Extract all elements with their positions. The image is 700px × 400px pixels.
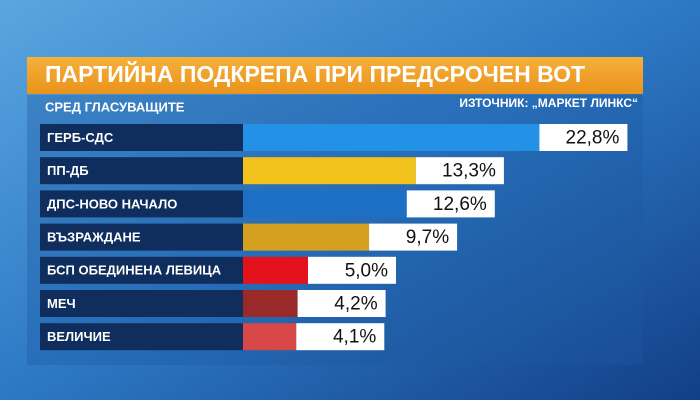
bar: [243, 223, 370, 251]
value-label: 12,6%: [433, 194, 487, 215]
category-box: [40, 290, 243, 317]
category-label: ВЕЛИЧИЕ: [47, 329, 111, 344]
category-box: [40, 190, 243, 218]
category-box: [40, 323, 243, 351]
value-label: 4,2%: [334, 294, 377, 315]
value-label: 9,7%: [406, 227, 449, 248]
bar: [243, 323, 297, 351]
category-label: МЕЧ: [47, 296, 76, 311]
bar: [243, 190, 407, 218]
category-label: ВЪЗРАЖДАНЕ: [47, 230, 141, 245]
value-box: [296, 323, 385, 351]
value-box: [369, 223, 458, 251]
bar: [243, 290, 298, 317]
bar: [243, 256, 308, 284]
value-label: 13,3%: [442, 161, 496, 182]
chart-title: ПАРТИЙНА ПОДКРЕПА ПРИ ПРЕДСРОЧЕН ВОТ: [45, 60, 585, 87]
subtitle: СРЕД ГЛАСУВАЩИТЕ: [45, 99, 185, 114]
value-label: 4,1%: [333, 327, 376, 348]
category-label: ДПС-НОВО НАЧАЛО: [47, 196, 177, 211]
category-box: [40, 256, 243, 284]
source: ИЗТОЧНИК: „МАРКЕТ ЛИНКС“: [459, 96, 638, 110]
bar: [243, 124, 540, 151]
title-banner: [27, 57, 643, 94]
bar: [243, 157, 416, 185]
value-label: 22,8%: [566, 128, 620, 149]
category-box: [40, 223, 243, 251]
value-box: [406, 190, 495, 218]
category-label: ПП-ДБ: [47, 163, 89, 178]
category-box: [40, 124, 243, 151]
value-box: [539, 124, 628, 151]
value-box: [297, 290, 386, 317]
value-box: [308, 256, 396, 284]
category-label: ГЕРБ-СДС: [47, 130, 114, 145]
category-box: [40, 157, 243, 185]
value-label: 5,0%: [345, 260, 388, 281]
category-label: БСП ОБЕДИНЕНА ЛЕВИЦА: [47, 263, 222, 278]
value-box: [415, 157, 504, 185]
